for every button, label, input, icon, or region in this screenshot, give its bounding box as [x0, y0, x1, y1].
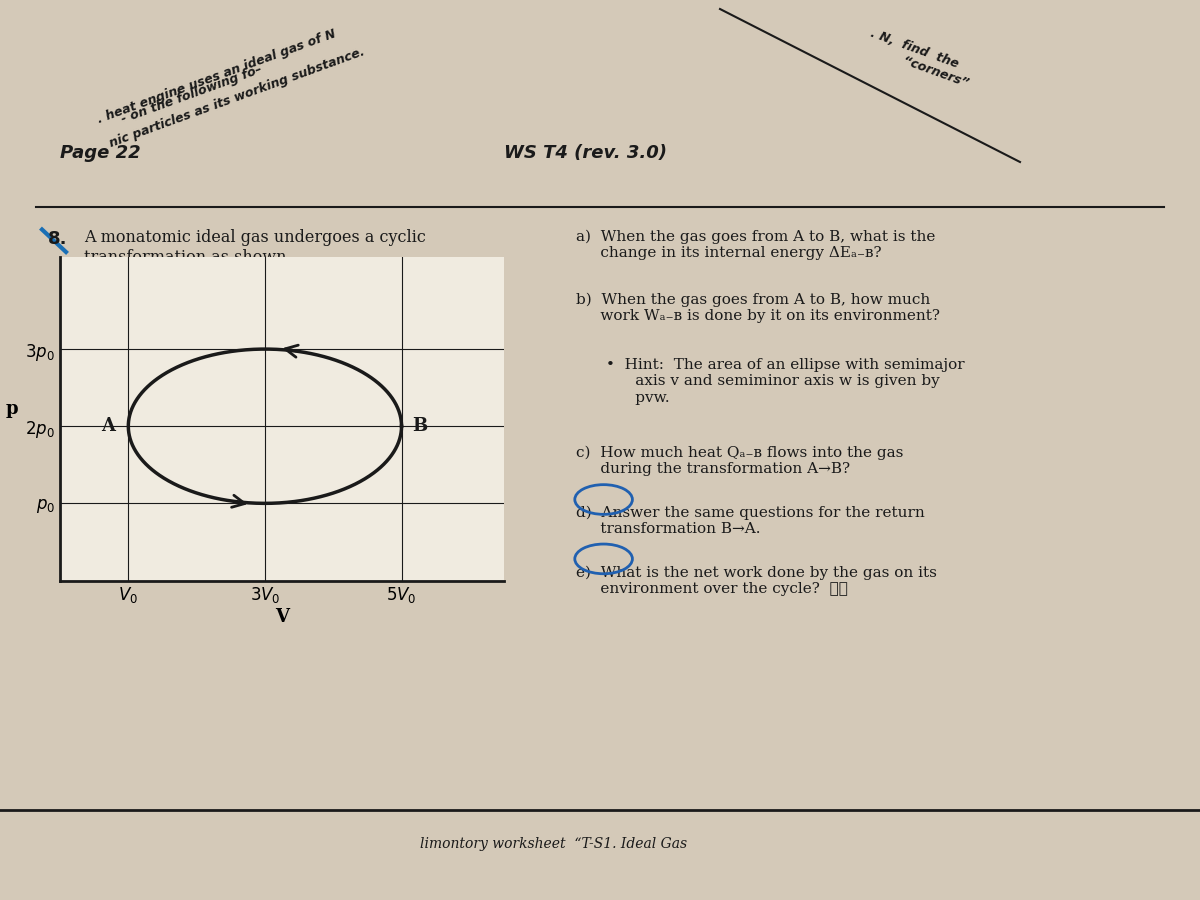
Text: e)  What is the net work done by the gas on its
     environment over the cycle?: e) What is the net work done by the gas … [576, 565, 937, 596]
Text: limontory worksheet  “T-S1. Ideal Gas: limontory worksheet “T-S1. Ideal Gas [420, 837, 688, 851]
Text: A monatomic ideal gas undergoes a cyclic
transformation as shown.: A monatomic ideal gas undergoes a cyclic… [84, 230, 426, 266]
Text: b)  When the gas goes from A to B, how much
     work Wₐ₋ʙ is done by it on its : b) When the gas goes from A to B, how mu… [576, 292, 940, 323]
Text: B: B [412, 418, 427, 436]
Text: . heat engine uses an ideal gas of N: . heat engine uses an ideal gas of N [96, 27, 338, 126]
X-axis label: V: V [275, 608, 289, 626]
Text: d)  Answer the same questions for the return
     transformation B→A.: d) Answer the same questions for the ret… [576, 506, 925, 536]
Text: c)  How much heat Qₐ₋ʙ flows into the gas
     during the transformation A→B?: c) How much heat Qₐ₋ʙ flows into the gas… [576, 446, 904, 476]
Text: . N,  find  the
         “corners”: . N, find the “corners” [864, 27, 976, 90]
Text: a)  When the gas goes from A to B, what is the
     change in its internal energ: a) When the gas goes from A to B, what i… [576, 230, 935, 260]
Text: nic particles as its working substance.: nic particles as its working substance. [108, 45, 367, 150]
Text: A: A [101, 418, 115, 436]
Text: Page 22: Page 22 [60, 144, 140, 162]
Text: •  Hint:  The area of an ellipse with semimajor
      axis v and semiminor axis : • Hint: The area of an ellipse with semi… [606, 358, 965, 405]
Text: 8.: 8. [48, 230, 67, 248]
Y-axis label: p: p [5, 400, 18, 418]
Text: WS T4 (rev. 3.0): WS T4 (rev. 3.0) [504, 144, 667, 162]
Text: - on the following fo–: - on the following fo– [120, 63, 264, 126]
